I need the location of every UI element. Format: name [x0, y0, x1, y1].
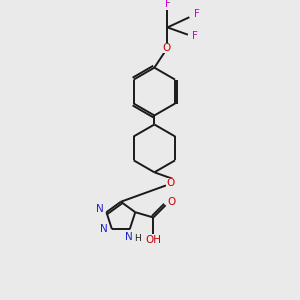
Text: N: N [125, 232, 133, 242]
Text: F: F [165, 0, 170, 9]
Text: OH: OH [145, 235, 161, 245]
Text: F: F [194, 9, 200, 19]
Text: N: N [100, 224, 108, 234]
Text: F: F [192, 31, 198, 41]
Text: O: O [167, 197, 175, 207]
Text: O: O [166, 178, 175, 188]
Text: H: H [134, 234, 141, 243]
Text: N: N [96, 204, 104, 214]
Text: O: O [163, 43, 171, 52]
